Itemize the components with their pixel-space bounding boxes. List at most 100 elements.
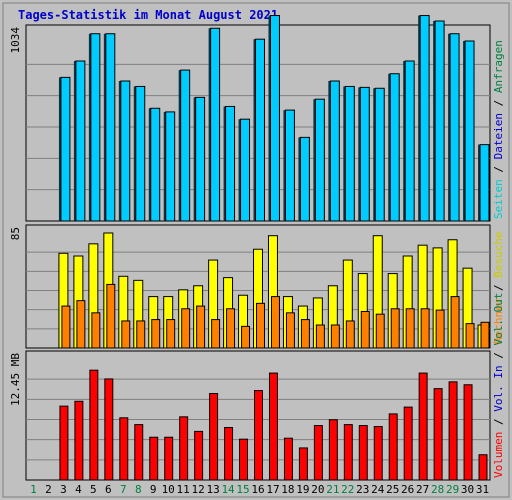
bar-volumen — [358, 425, 368, 481]
legend-entry: / — [492, 346, 505, 366]
legend-entry: Seiten — [492, 179, 505, 219]
x-tick-label: 9 — [150, 483, 157, 496]
bar-rechner — [480, 321, 490, 349]
x-tick-label: 14 — [221, 483, 235, 496]
x-tick-label: 29 — [446, 483, 459, 496]
legend-entry: Dateien — [492, 113, 505, 159]
x-tick-label: 1 — [30, 483, 37, 496]
x-tick-label: 20 — [311, 483, 324, 496]
bar-volumen — [254, 390, 263, 481]
bar-anfragen — [329, 80, 340, 222]
legend-entry: Anfragen — [492, 40, 505, 93]
bar-volumen — [119, 417, 129, 481]
bar-rechner — [121, 320, 131, 349]
x-tick-label: 17 — [266, 483, 279, 496]
bar-anfragen — [314, 98, 325, 222]
x-tick-label: 21 — [326, 483, 339, 496]
legend-entry: / — [492, 278, 505, 298]
side-legend: Seiten / Dateien / Anfragen — [492, 40, 505, 219]
side-legend: Volumen / Vol. In / Vol. Out — [492, 293, 505, 478]
bar-anfragen — [210, 27, 221, 222]
bar-anfragen — [479, 144, 490, 222]
x-tick-label: 12 — [192, 483, 205, 496]
x-tick-label: 11 — [177, 483, 190, 496]
bar-anfragen — [60, 76, 71, 222]
bar-rechner — [405, 308, 415, 349]
bar-volumen — [418, 372, 428, 481]
bar-rechner — [390, 308, 400, 349]
bar-anfragen — [240, 118, 251, 222]
bar-anfragen — [404, 60, 415, 222]
bar-anfragen — [374, 87, 385, 222]
legend-entry: Vol. Out — [492, 293, 505, 346]
bar-anfragen — [284, 109, 295, 222]
bar-anfragen — [299, 136, 310, 222]
bar-anfragen — [434, 20, 445, 222]
bar-volumen — [313, 425, 323, 481]
bar-volumen — [478, 454, 488, 481]
bar-anfragen — [359, 86, 370, 222]
x-tick-label: 24 — [371, 483, 385, 496]
bar-volumen — [403, 406, 413, 481]
bar-rechner — [315, 324, 325, 349]
bar-rechner — [136, 320, 146, 349]
bar-rechner — [256, 302, 265, 349]
bar-volumen — [239, 438, 249, 481]
bar-volumen — [268, 372, 278, 481]
bar-rechner — [375, 313, 385, 349]
bar-volumen — [388, 413, 398, 481]
bar-rechner — [345, 320, 355, 349]
bar-rechner — [241, 325, 251, 349]
legend-entry: / — [492, 412, 505, 432]
legend-entry: / — [492, 159, 505, 179]
x-tick-label: 13 — [206, 483, 219, 496]
bar-rechner — [330, 324, 340, 349]
x-tick-label: 31 — [476, 483, 489, 496]
x-tick-label: 27 — [416, 483, 429, 496]
bar-volumen — [224, 427, 234, 481]
bar-volumen — [209, 393, 219, 481]
bar-anfragen — [344, 85, 355, 222]
bar-anfragen — [419, 15, 430, 222]
chart-title: Tages-Statistik im Monat August 2021 — [18, 8, 278, 22]
legend-entry: Volumen — [492, 432, 505, 478]
bar-anfragen — [90, 33, 101, 222]
bar-volumen — [194, 430, 204, 481]
bar-anfragen — [135, 85, 146, 222]
bar-anfragen — [464, 40, 475, 222]
bar-anfragen — [255, 38, 265, 222]
x-tick-label: 2 — [45, 483, 52, 496]
x-tick-label: 7 — [120, 483, 127, 496]
bar-anfragen — [225, 105, 236, 222]
x-tick-label: 18 — [281, 483, 294, 496]
bar-anfragen — [75, 60, 86, 222]
bar-rechner — [61, 305, 71, 349]
bar-rechner — [196, 305, 206, 349]
bar-rechner — [226, 308, 236, 349]
bar-rechner — [450, 296, 460, 349]
bar-rechner — [465, 323, 475, 349]
bar-volumen — [433, 388, 443, 481]
bar-volumen — [463, 384, 473, 481]
bar-rechner — [91, 312, 101, 349]
y-max-label: 12.45 MB — [9, 353, 22, 406]
x-tick-label: 6 — [105, 483, 112, 496]
bar-rechner — [211, 319, 221, 349]
bar-anfragen — [269, 15, 280, 222]
x-tick-label: 10 — [162, 483, 175, 496]
legend-entry: Besuche — [492, 231, 505, 277]
x-tick-label: 4 — [75, 483, 82, 496]
bar-anfragen — [180, 69, 191, 222]
x-tick-label: 16 — [251, 483, 264, 496]
bar-anfragen — [165, 111, 176, 222]
x-tick-label: 8 — [135, 483, 142, 496]
y-max-label: 85 — [9, 227, 22, 240]
x-tick-label: 30 — [461, 483, 474, 496]
bar-volumen — [149, 436, 159, 481]
bar-rechner — [300, 319, 310, 349]
x-tick-label: 25 — [386, 483, 399, 496]
bar-rechner — [151, 319, 161, 349]
bar-volumen — [448, 381, 458, 481]
